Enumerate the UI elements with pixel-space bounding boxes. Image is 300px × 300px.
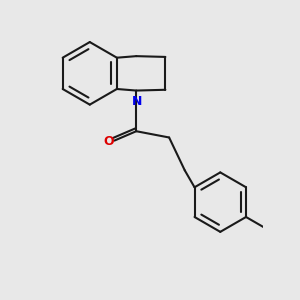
- Text: O: O: [103, 135, 114, 148]
- Text: N: N: [132, 95, 142, 108]
